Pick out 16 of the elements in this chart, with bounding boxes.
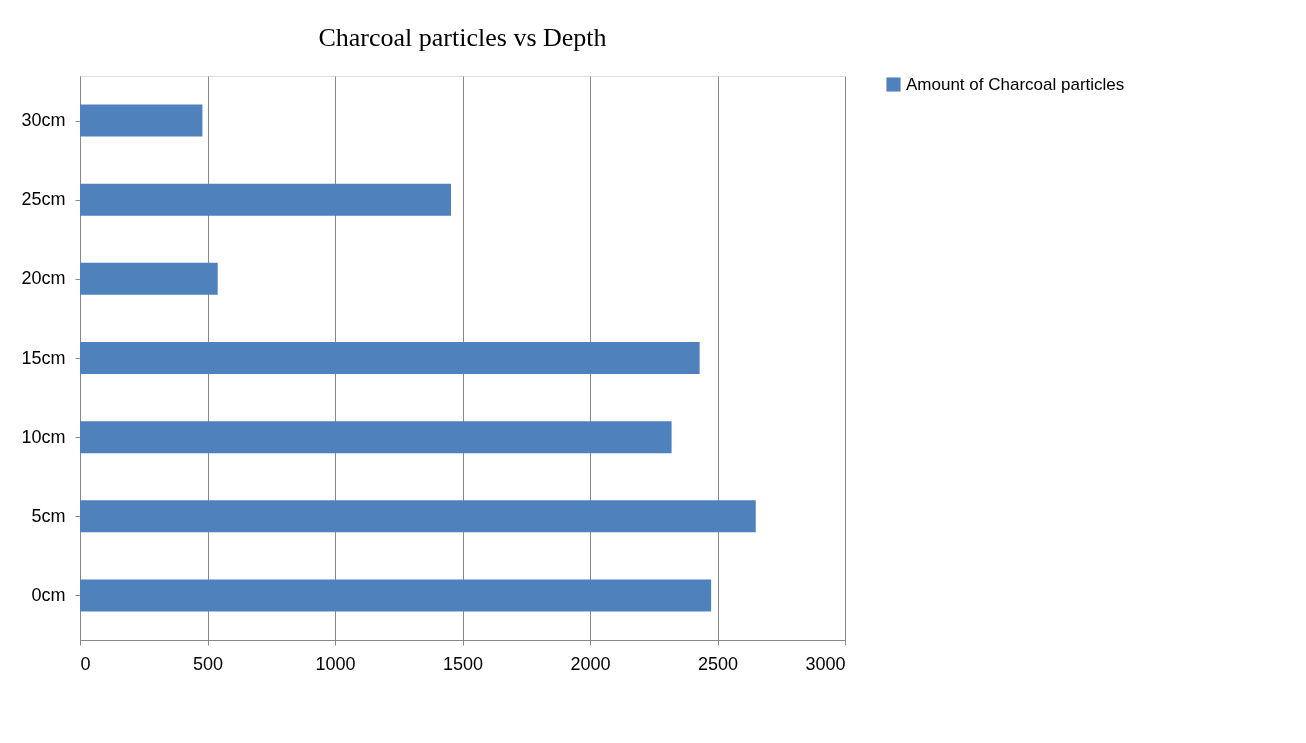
x-tick-label: 2500 xyxy=(697,653,739,674)
y-tick-label: 10cm xyxy=(21,426,66,447)
x-tick-label: 3000 xyxy=(805,653,846,674)
x-tick-label: 500 xyxy=(192,653,224,674)
legend-label: Amount of Charcoal particles xyxy=(906,74,1125,94)
x-tick-label: 0 xyxy=(80,653,91,674)
y-tick-label: 25cm xyxy=(21,189,66,210)
y-tick-label: 15cm xyxy=(21,347,66,368)
y-tick-label: 30cm xyxy=(21,110,66,131)
x-tick-label: 2000 xyxy=(570,653,611,674)
chart-title: Charcoal particles vs Depth xyxy=(318,23,607,52)
y-tick-label: 20cm xyxy=(21,268,66,289)
y-tick-label: 0cm xyxy=(31,584,66,605)
x-tick-label: 1500 xyxy=(442,653,484,674)
y-tick-label: 5cm xyxy=(31,505,66,526)
x-tick-label: 1000 xyxy=(315,653,356,674)
